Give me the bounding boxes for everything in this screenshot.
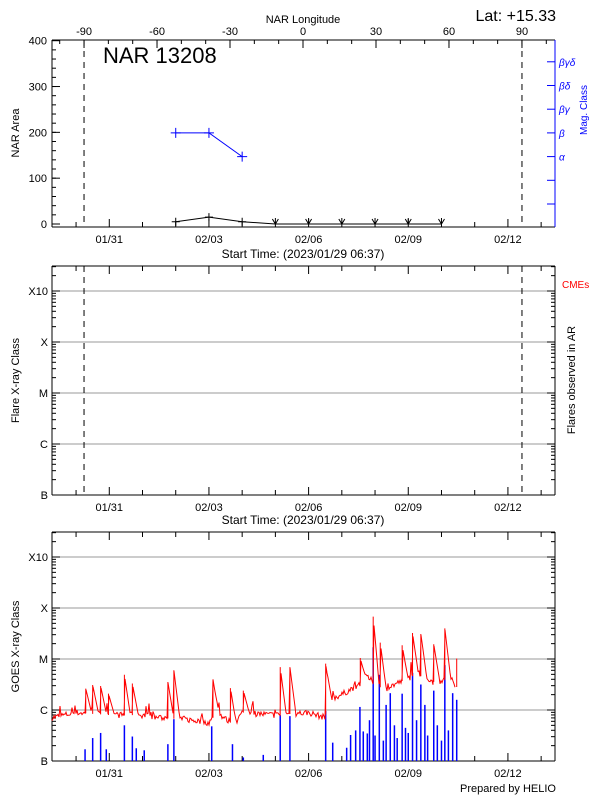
cme-label: CMEs [562, 280, 589, 291]
y-tick-label: 300 [29, 82, 47, 94]
area-point [438, 218, 445, 225]
x-tick-label: 02/12 [494, 502, 522, 514]
y-tick-label: 200 [29, 127, 47, 139]
y-tick-label: X [41, 603, 49, 615]
longitude-tick-label: -60 [149, 26, 165, 38]
area-point [338, 218, 346, 225]
longitude-tick-label: -90 [76, 26, 92, 38]
y-axis-title: GOES X-ray Class [10, 600, 22, 692]
x-tick-label: 02/03 [195, 768, 223, 780]
x-tick-label: 02/09 [394, 234, 422, 246]
area-point [305, 218, 313, 225]
mag-class-point [203, 127, 214, 138]
y-tick-label: 100 [29, 173, 47, 185]
longitude-tick-label: 60 [443, 26, 455, 38]
mag-class-tick-label: βγδ [558, 58, 576, 69]
y-tick-label: M [39, 388, 48, 400]
x-tick-label: 02/06 [295, 234, 323, 246]
longitude-tick-label: 0 [300, 26, 306, 38]
y2-axis-title: Mag. Class [579, 85, 590, 135]
area-point [204, 213, 213, 222]
latitude-label: Lat: +15.33 [475, 8, 556, 25]
y-tick-label: X10 [28, 552, 48, 564]
longitude-tick-label: 30 [370, 26, 382, 38]
longitude-tick-label: 90 [516, 26, 528, 38]
mag-class-point [237, 151, 248, 162]
panel-title: NAR 13208 [103, 43, 217, 68]
x-tick-label: 01/31 [96, 502, 124, 514]
area-point [271, 218, 279, 225]
mag-class-tick-label: β [558, 129, 565, 140]
y-axis-title: Flare X-ray Class [10, 338, 22, 423]
goes-long-channel-line [51, 616, 458, 727]
x-tick-label: 02/03 [195, 502, 223, 514]
footer-credit: Prepared by HELIO [460, 783, 556, 795]
y-tick-label: B [41, 756, 48, 768]
x-tick-label: 02/06 [295, 502, 323, 514]
area-point [238, 217, 247, 226]
mag-class-point [170, 127, 181, 138]
y-tick-label: B [41, 490, 48, 502]
longitude-tick-label: -30 [222, 26, 238, 38]
mag-class-tick-label: βγ [558, 105, 571, 116]
y-tick-label: X [41, 337, 49, 349]
y-tick-label: C [40, 705, 48, 717]
x-axis-title: Start Time: (2023/01/29 06:37) [222, 513, 385, 527]
y-tick-label: 0 [41, 219, 47, 231]
area-point [171, 217, 180, 226]
y-axis-title: NAR Area [10, 108, 22, 158]
x-tick-label: 02/03 [195, 234, 223, 246]
x-tick-label: 02/09 [394, 768, 422, 780]
x-tick-label: 02/12 [494, 234, 522, 246]
area-point [371, 218, 379, 225]
x-axis-title: Start Time: (2023/01/29 06:37) [222, 247, 385, 261]
x-tick-label: 01/31 [96, 234, 124, 246]
x-tick-label: 01/31 [96, 768, 124, 780]
top-x-axis-title: NAR Longitude [266, 14, 341, 26]
x-tick-label: 02/12 [494, 768, 522, 780]
x-tick-label: 02/06 [295, 768, 323, 780]
x-tick-label: 02/09 [394, 502, 422, 514]
y-tick-label: 400 [29, 36, 47, 48]
y-tick-label: M [39, 654, 48, 666]
y-tick-label: X10 [28, 286, 48, 298]
y-tick-label: C [40, 439, 48, 451]
area-point [404, 218, 412, 225]
mag-class-tick-label: α [559, 153, 565, 164]
y2-axis-title: Flares observed in AR [566, 326, 578, 434]
mag-class-tick-label: βδ [558, 82, 571, 93]
